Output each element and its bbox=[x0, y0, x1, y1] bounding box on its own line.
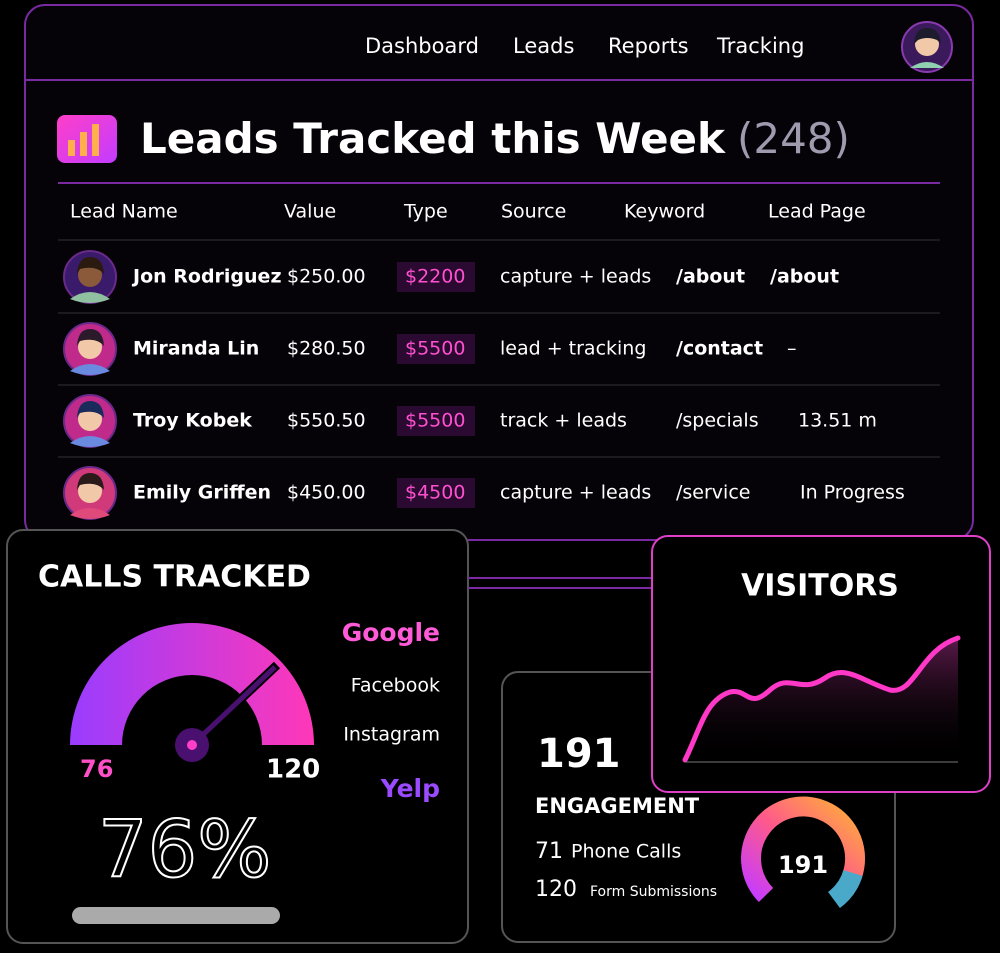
avatar-hair bbox=[914, 28, 941, 44]
lead-keyword: /specials bbox=[676, 410, 759, 432]
calls-panel bbox=[6, 529, 469, 944]
type-badge bbox=[397, 478, 475, 508]
type-badge bbox=[397, 334, 475, 364]
avatar-shirt bbox=[70, 364, 110, 375]
column-header: Value bbox=[284, 201, 336, 223]
gauge-hub-dot bbox=[187, 740, 197, 750]
avatar-shirt bbox=[70, 292, 110, 303]
lead-source: lead + tracking bbox=[500, 338, 646, 360]
donut-segment bbox=[827, 869, 863, 909]
gauge-max: 120 bbox=[266, 755, 320, 785]
lead-source: track + leads bbox=[500, 410, 627, 432]
lead-keyword: /service bbox=[676, 482, 750, 504]
nav-link[interactable]: Reports bbox=[608, 34, 689, 58]
visitors-area bbox=[685, 638, 958, 762]
avatar-face bbox=[78, 407, 102, 431]
lead-keyword: /contact bbox=[676, 338, 763, 360]
lead-type: $5500 bbox=[405, 338, 465, 360]
lead-keyword: /about bbox=[676, 266, 745, 288]
column-header: Source bbox=[501, 201, 566, 223]
lead-value: $250.00 bbox=[287, 266, 366, 288]
avatar-shirt bbox=[910, 62, 944, 68]
column-header: Lead Page bbox=[768, 201, 866, 223]
visitors-line bbox=[682, 635, 961, 763]
donut-main bbox=[741, 796, 866, 903]
type-badge bbox=[397, 262, 475, 292]
lead-page: – bbox=[787, 338, 797, 360]
lead-name: Troy Kobek bbox=[133, 410, 252, 432]
lead-source: capture + leads bbox=[500, 266, 651, 288]
nav-link[interactable]: Dashboard bbox=[365, 34, 479, 58]
column-header: Keyword bbox=[624, 201, 705, 223]
avatar-hair bbox=[77, 257, 104, 274]
form-label: Form Submissions bbox=[590, 884, 717, 900]
call-source: Instagram bbox=[343, 724, 440, 746]
lead-page: 13.51 m bbox=[798, 410, 877, 432]
donut-label: 191 bbox=[778, 851, 828, 879]
icon-bar bbox=[80, 132, 87, 156]
avatar-face bbox=[78, 479, 102, 503]
lead-name: Emily Griffen bbox=[133, 482, 271, 504]
nav-link[interactable]: Tracking bbox=[716, 34, 804, 58]
engagement-title: ENGAGEMENT bbox=[535, 794, 700, 818]
avatar-shirt bbox=[70, 508, 110, 519]
progress-bar bbox=[72, 907, 280, 924]
gauge-needle bbox=[190, 665, 277, 747]
nav-link[interactable]: Leads bbox=[513, 34, 574, 58]
call-source: Yelp bbox=[380, 774, 440, 803]
engagement-total: 191 bbox=[537, 731, 621, 777]
calls-percent: 76% bbox=[98, 805, 271, 895]
visitors-title: VISITORS bbox=[741, 569, 899, 604]
gauge-arc bbox=[70, 623, 314, 745]
phone-calls-value: 71 bbox=[535, 839, 563, 864]
type-badge bbox=[397, 406, 475, 436]
lead-value: $280.50 bbox=[287, 338, 366, 360]
gauge-min: 76 bbox=[80, 755, 113, 783]
lead-source: capture + leads bbox=[500, 482, 651, 504]
form-value: 120 bbox=[535, 877, 577, 902]
avatar-face bbox=[78, 263, 102, 287]
lead-type: $2200 bbox=[405, 266, 465, 288]
column-header: Lead Name bbox=[70, 201, 178, 223]
lead-count: (248) bbox=[737, 114, 850, 163]
avatar-hair bbox=[77, 401, 104, 418]
phone-calls-label: Phone Calls bbox=[571, 841, 681, 863]
icon-bar bbox=[68, 140, 75, 156]
lead-type: $4500 bbox=[405, 482, 465, 504]
lead-page: /about bbox=[770, 266, 839, 288]
lead-value: $450.00 bbox=[287, 482, 366, 504]
main-panel bbox=[24, 4, 974, 541]
lead-name: Miranda Lin bbox=[133, 338, 259, 360]
call-source: Google bbox=[342, 618, 440, 647]
column-header: Type bbox=[403, 201, 448, 223]
page-title: Leads Tracked this Week (248) bbox=[140, 114, 850, 163]
calls-title: CALLS TRACKED bbox=[38, 560, 311, 595]
avatar-hair bbox=[77, 329, 104, 346]
lead-value: $550.50 bbox=[287, 410, 366, 432]
icon-bar bbox=[92, 124, 99, 156]
lead-type: $5500 bbox=[405, 410, 465, 432]
title-text: Leads Tracked this Week bbox=[140, 114, 726, 163]
avatar-shirt bbox=[70, 436, 110, 447]
avatar-hair bbox=[77, 473, 104, 490]
lead-page: In Progress bbox=[800, 482, 905, 504]
lead-name: Jon Rodriguez bbox=[131, 266, 282, 288]
call-source: Facebook bbox=[351, 675, 440, 697]
avatar-face bbox=[78, 335, 102, 359]
